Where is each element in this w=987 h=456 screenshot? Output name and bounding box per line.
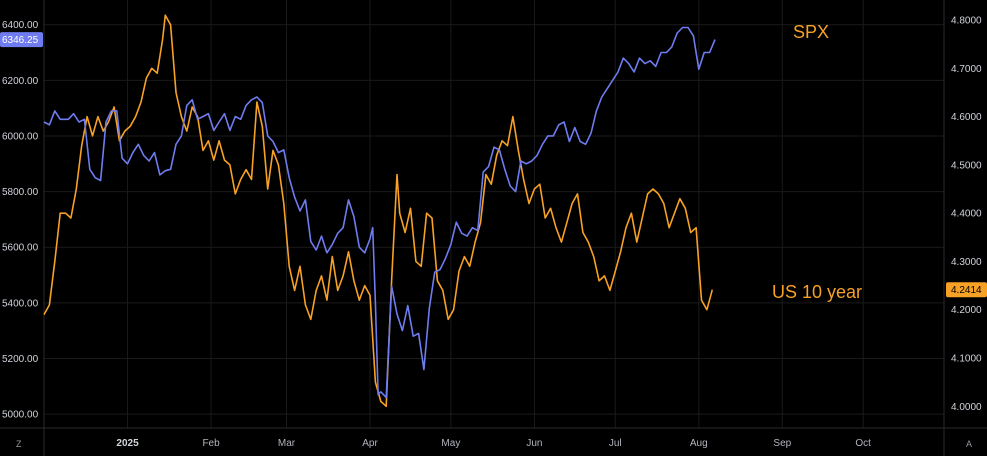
left-tick-label: 5400.00: [2, 298, 39, 309]
spx-last-value-badge: 6346.25: [0, 32, 43, 48]
right-tick-label: 4.4000: [951, 209, 982, 220]
x-tick-label: Jul: [609, 438, 622, 449]
right-tick-label: 4.1000: [951, 354, 982, 365]
x-tick-label: Oct: [855, 438, 871, 449]
right-tick-label: 4.5000: [951, 160, 982, 171]
x-tick-label: Aug: [690, 438, 708, 449]
spx-last-value: 6346.25: [2, 35, 39, 46]
spx-line: [43, 26, 716, 399]
x-tick-label: May: [441, 438, 460, 449]
spx-annotation: SPX: [793, 22, 829, 42]
right-tick-label: 4.3000: [951, 257, 982, 268]
x-tick-label: Apr: [362, 438, 378, 449]
right-corner-label[interactable]: A: [966, 439, 972, 449]
left-corner-label[interactable]: Z: [16, 439, 22, 449]
us10y-annotation: US 10 year: [772, 282, 862, 302]
left-tick-label: 6200.00: [2, 76, 39, 87]
right-axis: 4.8000 4.7000 4.6000 4.5000 4.4000 4.3000 4.20…: [951, 16, 982, 413]
x-tick-label: 2025: [116, 438, 139, 449]
x-tick-label: Mar: [278, 438, 296, 449]
x-tick-label: Feb: [202, 438, 220, 449]
right-tick-label: 4.6000: [951, 112, 982, 123]
left-axis: 6400.00 6200.00 6000.00 5800.00 5600.00 5400.…: [2, 20, 39, 420]
right-tick-label: 4.8000: [951, 16, 982, 27]
right-tick-label: 4.0000: [951, 402, 982, 413]
left-tick-label: 6400.00: [2, 20, 39, 31]
us10y-last-value-badge: 4.2414: [946, 282, 987, 298]
right-tick-label: 4.2000: [951, 305, 982, 316]
series-layer: [43, 14, 716, 408]
us10y-line: [43, 14, 714, 408]
x-tick-label: Sep: [773, 438, 791, 449]
x-tick-label: Jun: [526, 438, 542, 449]
left-tick-label: 5600.00: [2, 243, 39, 254]
us10y-last-value: 4.2414: [951, 285, 982, 296]
right-tick-label: 4.7000: [951, 64, 982, 75]
left-tick-label: 5000.00: [2, 410, 39, 421]
left-tick-label: 5200.00: [2, 354, 39, 365]
right-corner-button[interactable]: A: [960, 436, 978, 452]
left-tick-label: 6000.00: [2, 131, 39, 142]
left-tick-label: 5800.00: [2, 187, 39, 198]
x-axis: 2025 Feb Mar Apr May Jun Jul Aug Sep Oct: [116, 438, 871, 449]
left-corner-button[interactable]: Z: [10, 436, 28, 452]
